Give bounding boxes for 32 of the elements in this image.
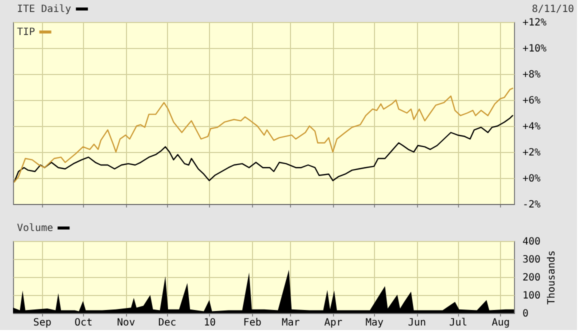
x-tick-label: Oct <box>74 318 93 328</box>
legend-label: TIP <box>17 27 36 38</box>
y-tick-label: +12% <box>522 18 547 28</box>
y-tick-label: -2% <box>522 200 541 210</box>
x-tick-label: Nov <box>117 318 136 328</box>
x-tick-label: Sep <box>33 318 52 328</box>
legend-label: Volume <box>17 223 54 234</box>
y-tick-label: +6% <box>522 96 541 106</box>
x-tick-label: Aug <box>492 318 510 328</box>
legend-label: ITE Daily <box>17 4 72 15</box>
x-tick-label: Apr <box>324 318 342 328</box>
y-tick-label: +2% <box>522 148 541 158</box>
y-tick-label: 400 <box>522 236 541 248</box>
y-tick-label: +0% <box>522 174 541 184</box>
y-tick-label: 0 <box>522 308 529 320</box>
x-tick-label: May <box>365 318 384 328</box>
text: 8/11/10 <box>532 4 574 15</box>
x-tick-label: Jul <box>449 318 468 328</box>
x-tick-label: Dec <box>158 318 176 328</box>
x-tick-label: Feb <box>243 318 262 328</box>
y-tick-label: +4% <box>522 122 541 132</box>
x-tick-label: 10 <box>204 318 216 328</box>
x-tick-label: Jun <box>408 318 426 328</box>
line-series <box>14 88 514 182</box>
y-tick-label: +10% <box>522 44 547 54</box>
y-tick-label: 100 <box>522 290 541 302</box>
x-tick-label: Mar <box>282 318 300 328</box>
y-axis-title: Thousands <box>546 250 558 305</box>
line-series <box>14 115 514 182</box>
y-tick-label: 300 <box>522 254 541 266</box>
y-tick-label: 200 <box>522 272 541 284</box>
y-tick-label: +8% <box>522 70 541 80</box>
